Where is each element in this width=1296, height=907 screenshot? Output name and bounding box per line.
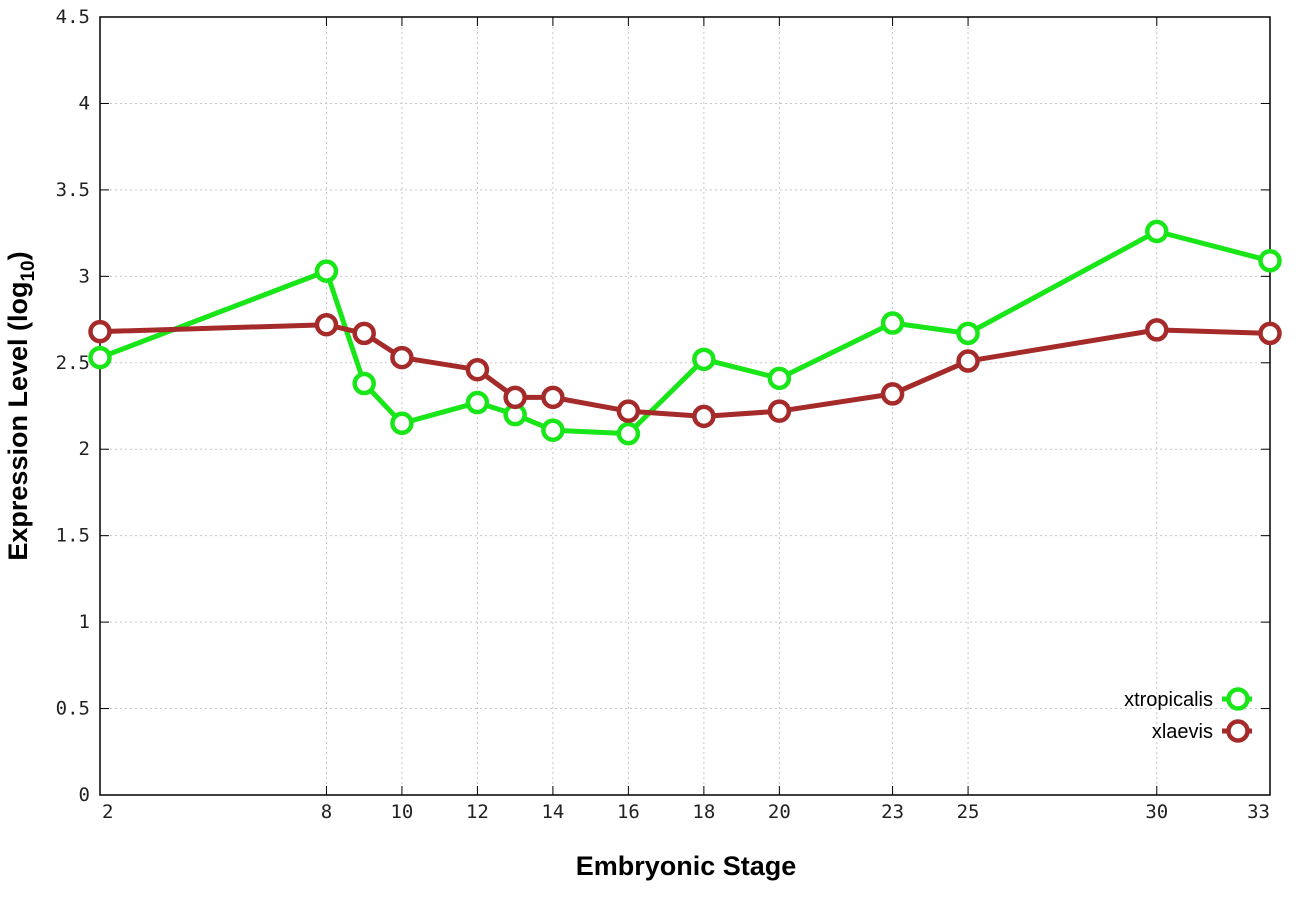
data-point: [88, 319, 112, 344]
x-tick-label: 14: [541, 801, 564, 823]
grid-lines: [100, 17, 1270, 795]
series-line: [99, 228, 1271, 437]
x-tick-label: 18: [692, 801, 715, 823]
y-tick-label: 4.5: [56, 6, 90, 28]
y-tick-label: 0: [79, 784, 90, 806]
data-point: [88, 345, 112, 370]
data-point: [541, 418, 565, 442]
y-axis-title: Expression Level (log10): [3, 251, 39, 560]
plot-frame: [99, 16, 1271, 796]
data-point: [541, 385, 565, 410]
data-point: [390, 411, 414, 436]
x-tick-label: 23: [881, 801, 904, 823]
data-point: [1258, 249, 1282, 273]
data-point: [1145, 318, 1169, 342]
x-tick-label: 12: [466, 801, 489, 823]
x-axis-ticks: 2 8 10 12 14 16 18 20 23 25 30 33: [99, 17, 1271, 823]
data-point: [390, 345, 414, 370]
x-tick-label: 20: [768, 801, 791, 823]
data-point: [692, 347, 716, 372]
series-line: [99, 322, 1271, 419]
legend-marker: [1226, 687, 1250, 711]
series-xtropicalis: [88, 219, 1282, 446]
x-tick-label: 10: [390, 801, 413, 823]
y-tick-label: 1: [79, 611, 90, 633]
x-tick-label: 8: [321, 801, 332, 823]
x-tick-label: 25: [957, 801, 980, 823]
data-point: [880, 382, 905, 406]
data-point: [956, 349, 980, 373]
x-tick-label: 30: [1145, 801, 1168, 823]
legend-item-xtropicalis: xtropicalis: [1124, 687, 1252, 711]
data-point: [767, 366, 792, 391]
data-point: [616, 399, 641, 423]
y-axis-title-main: Expression Level (log: [3, 282, 33, 561]
y-tick-label: 2: [79, 438, 90, 460]
data-point: [767, 399, 792, 423]
y-tick-label: 0.5: [56, 698, 90, 720]
data-point: [352, 321, 376, 346]
data-point: [880, 311, 905, 335]
legend: xtropicalis xlaevis: [1124, 687, 1252, 743]
y-axis-ticks: 0 0.5 1 1.5 2 2.5 3 3.5 4 4.5: [56, 6, 1270, 806]
data-point: [503, 385, 527, 410]
data-point: [1145, 219, 1169, 244]
y-tick-label: 1.5: [56, 525, 90, 547]
x-axis-title: Embryonic Stage: [576, 851, 797, 881]
data-point: [465, 357, 490, 382]
y-tick-label: 2.5: [56, 352, 90, 374]
data-point: [314, 312, 339, 337]
data-point: [692, 404, 716, 429]
x-tick-label: 33: [1247, 801, 1270, 823]
data-point: [616, 421, 641, 446]
x-tick-label: 2: [102, 801, 113, 823]
series-layer: [88, 219, 1282, 446]
data-point: [956, 321, 980, 346]
legend-label: xlaevis: [1152, 721, 1213, 743]
data-point: [1258, 321, 1282, 346]
series-xlaevis: [88, 312, 1282, 429]
data-point: [352, 371, 376, 396]
legend-label: xtropicalis: [1124, 689, 1213, 711]
y-axis-title-close: ): [3, 251, 33, 260]
y-tick-label: 4: [79, 92, 90, 114]
y-axis-title-subscript: 10: [18, 260, 39, 281]
y-tick-label: 3.5: [56, 179, 90, 201]
legend-marker: [1226, 719, 1250, 743]
legend-item-xlaevis: xlaevis: [1152, 719, 1252, 743]
x-tick-label: 16: [617, 801, 640, 823]
data-point: [465, 390, 490, 415]
data-point: [314, 259, 339, 283]
y-tick-label: 3: [79, 265, 90, 287]
